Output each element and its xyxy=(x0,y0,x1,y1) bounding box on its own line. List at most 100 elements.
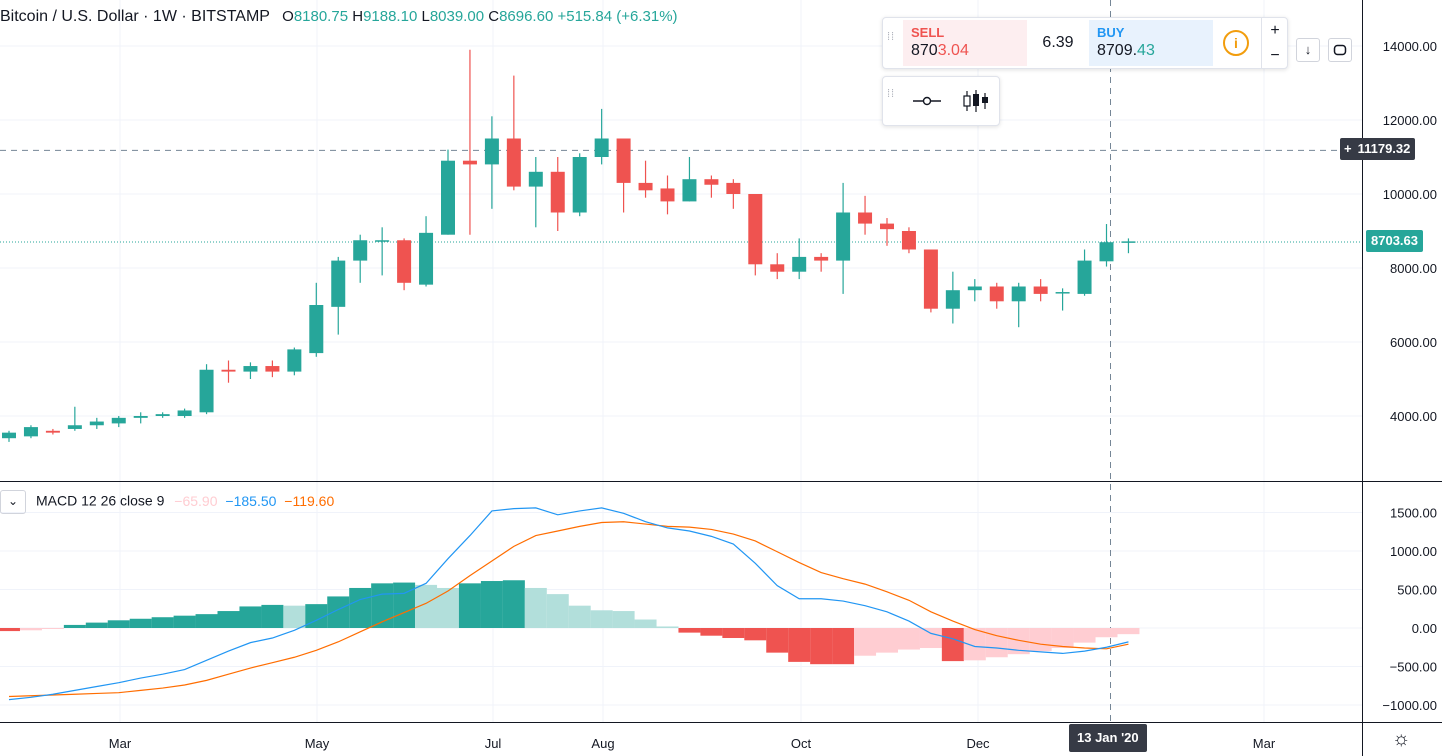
crosshair-date-tag: 13 Jan '20 xyxy=(1069,724,1147,752)
macd-histogram-bar xyxy=(327,596,350,628)
crosshair-price-tag: +11179.32 xyxy=(1340,138,1416,160)
macd-histogram-bar xyxy=(502,580,525,628)
drag-handle-icon[interactable]: ⁞⁞ xyxy=(887,88,896,100)
macd-histogram-bar xyxy=(480,581,503,628)
macd-histogram-bar xyxy=(985,628,1008,658)
candle-body xyxy=(528,171,543,187)
y-tick-label: 6000.00 xyxy=(1390,335,1437,350)
candle-body xyxy=(572,157,587,213)
macd-histogram-bar xyxy=(283,605,306,628)
drawing-tool-panel: ⁞⁞ xyxy=(882,76,1000,126)
x-tick-label: Aug xyxy=(591,736,614,751)
toggle-view-icon[interactable] xyxy=(1328,38,1352,62)
horizontal-line-tool-icon[interactable] xyxy=(909,89,945,113)
price-pane xyxy=(0,0,1362,722)
close-value: 8696.60 xyxy=(499,8,554,25)
candle-body xyxy=(616,138,631,183)
macd-histogram-bar xyxy=(0,628,20,632)
macd-histogram-bar xyxy=(766,628,789,653)
macd-y-tick-label: −500.00 xyxy=(1390,660,1437,675)
x-tick-label: Oct xyxy=(791,736,812,751)
candle-body xyxy=(814,256,829,261)
drag-handle-icon[interactable]: ⁞⁞ xyxy=(887,31,896,43)
candle-body xyxy=(177,410,192,416)
macd-y-tick-label: −1000.00 xyxy=(1382,698,1437,713)
buy-label: BUY xyxy=(1097,25,1125,40)
candle-body xyxy=(792,256,807,272)
candle-body xyxy=(880,223,894,230)
macd-histogram-bar xyxy=(195,614,218,628)
candle-body xyxy=(309,305,324,354)
trade-panel: ⁞⁞ SELL 8703.04 6.39 BUY 8709.43 i + − xyxy=(882,17,1288,69)
collapse-icon[interactable]: ⌄ xyxy=(0,490,26,514)
macd-histogram-bar xyxy=(239,606,262,628)
macd-y-tick-label: 500.00 xyxy=(1397,583,1437,598)
last-price-tag: 8703.63 xyxy=(1366,230,1423,252)
increase-button[interactable]: + xyxy=(1270,22,1280,39)
candle-body xyxy=(2,432,16,439)
candle-body xyxy=(331,260,346,307)
buy-button[interactable]: BUY 8709.43 xyxy=(1089,20,1213,66)
macd-histogram-bar xyxy=(876,628,898,653)
macd-y-tick-label: 1500.00 xyxy=(1390,506,1437,521)
macd-histogram-bar xyxy=(85,622,108,628)
candle-body xyxy=(1011,286,1026,302)
macd-histogram-bar xyxy=(678,628,701,633)
candle-body xyxy=(45,430,60,433)
candle-body xyxy=(441,160,455,235)
macd-histogram-bar xyxy=(1029,628,1052,652)
candle-body xyxy=(945,290,960,309)
decrease-button[interactable]: − xyxy=(1270,47,1280,64)
y-tick-label: 10000.00 xyxy=(1383,187,1437,202)
candle-body xyxy=(858,212,873,224)
candle-body xyxy=(1077,260,1092,294)
macd-histogram-bar xyxy=(1117,628,1140,635)
macd-histogram-bar xyxy=(832,628,855,665)
candles-style-icon[interactable] xyxy=(959,87,993,115)
candle-body xyxy=(594,138,609,157)
candle-body xyxy=(989,286,1004,302)
x-tick-label: Jul xyxy=(485,736,502,751)
macd-histogram-bar xyxy=(810,628,833,665)
candle-body xyxy=(111,417,126,424)
macd-histogram-bar xyxy=(107,620,130,628)
x-tick-label: Mar xyxy=(109,736,132,751)
macd-line xyxy=(8,507,1129,701)
macd-histogram-bar xyxy=(415,584,438,628)
candle-body xyxy=(836,212,851,261)
signal-line xyxy=(8,521,1129,698)
macd-histogram-bar xyxy=(854,628,877,656)
candle-body xyxy=(265,366,280,372)
candle-body xyxy=(923,249,938,309)
arrow-down-icon[interactable]: ↓ xyxy=(1296,38,1320,62)
candle-body xyxy=(484,138,499,165)
sell-button[interactable]: SELL 8703.04 xyxy=(903,20,1027,66)
macd-histogram-bar xyxy=(612,611,635,628)
macd-histogram-bar xyxy=(63,624,86,628)
gear-icon[interactable]: ☼ xyxy=(1392,728,1411,750)
macd-histogram-bar xyxy=(19,628,42,631)
candle-body xyxy=(748,194,763,265)
x-tick-label: Dec xyxy=(966,736,990,751)
macd-histogram-bar xyxy=(151,617,174,628)
macd-histogram-bar xyxy=(788,628,811,662)
macd-histogram-bar xyxy=(437,587,459,628)
y-tick-label: 14000.00 xyxy=(1383,39,1437,54)
low-value: 8039.00 xyxy=(429,8,485,25)
info-icon[interactable]: i xyxy=(1223,30,1249,56)
candle-body xyxy=(1033,286,1048,294)
x-tick-label: May xyxy=(305,736,330,751)
y-tick-label: 4000.00 xyxy=(1390,409,1437,424)
macd-line-value: −185.50 xyxy=(225,492,277,509)
macd-histogram-bar xyxy=(963,628,986,661)
candle-body xyxy=(397,240,412,283)
candle-body xyxy=(901,231,916,250)
y-tick-label: 8000.00 xyxy=(1390,261,1437,276)
candle-body xyxy=(67,425,82,429)
macd-y-tick-label: 0.00 xyxy=(1412,621,1437,636)
sell-label: SELL xyxy=(911,25,945,40)
candle-body xyxy=(462,160,477,165)
candle-body xyxy=(967,286,982,291)
candle-body xyxy=(353,240,368,261)
